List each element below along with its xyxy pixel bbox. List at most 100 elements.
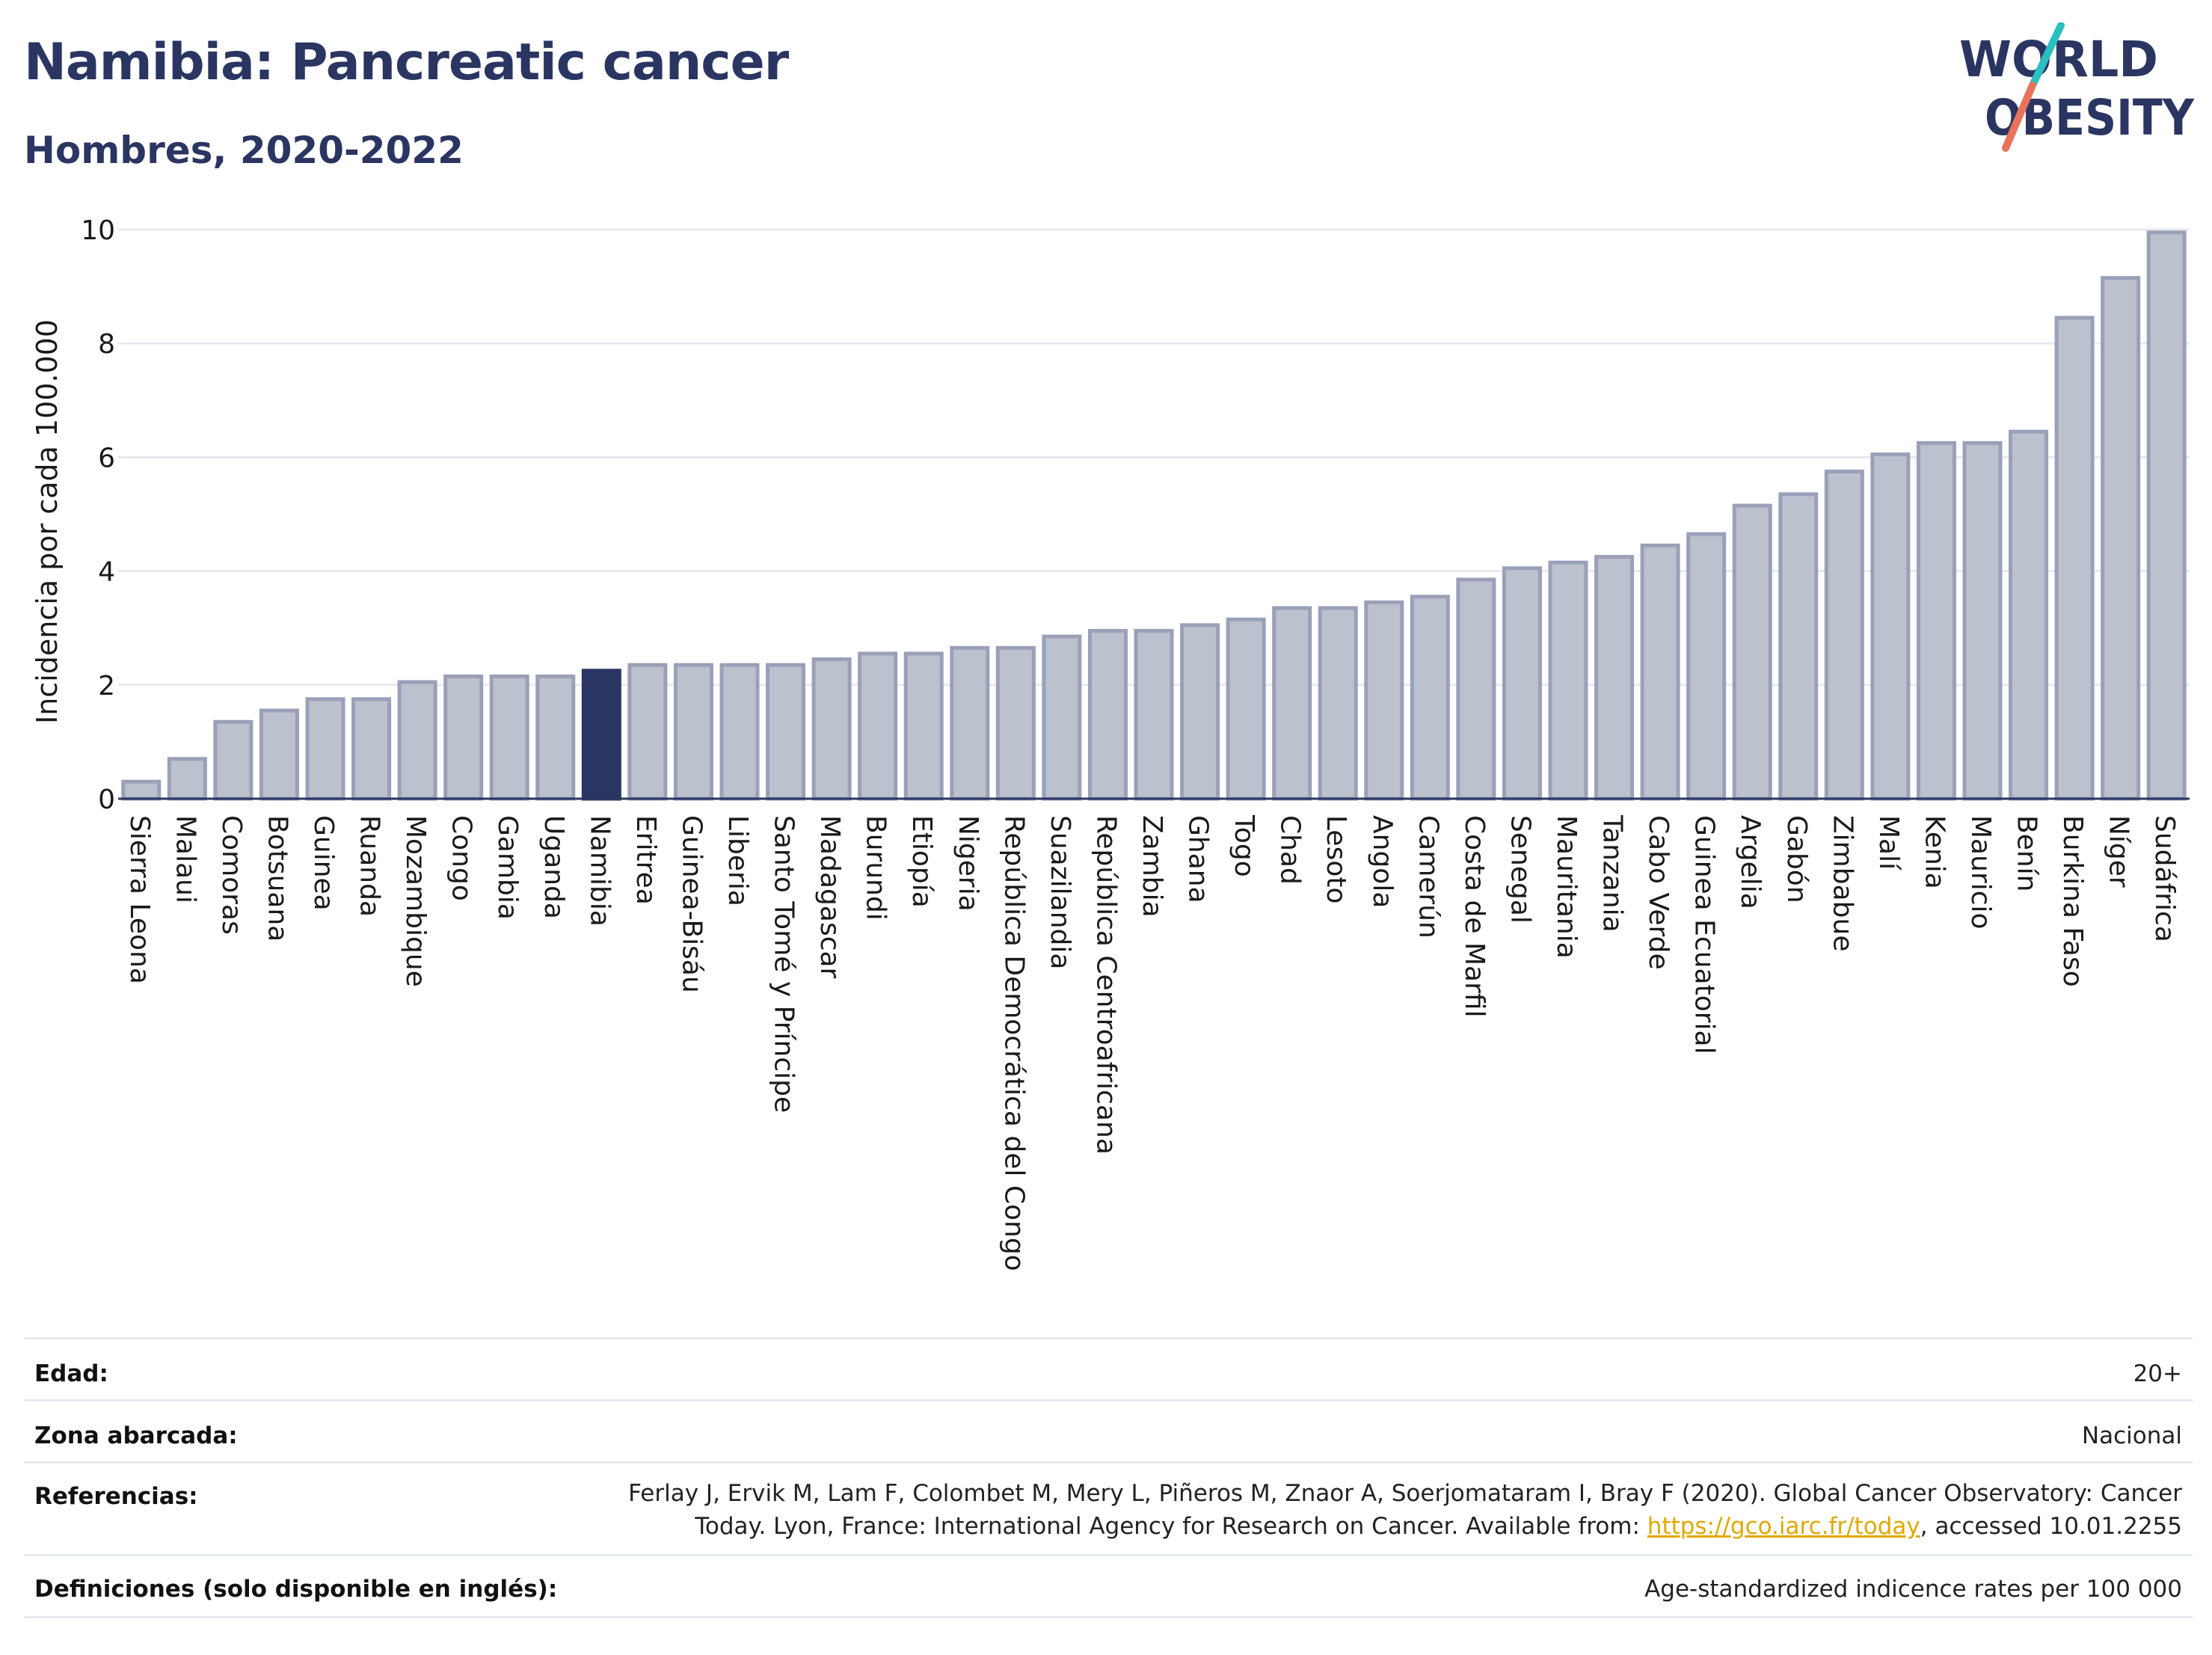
x-tick-label: Burundi <box>861 815 891 921</box>
x-tick-label: Etiopía <box>906 815 937 908</box>
x-tick-label: Sierra Leona <box>124 815 155 984</box>
y-tick-labels: 0 2 4 6 8 10 <box>81 215 115 815</box>
bar-n-ger <box>2101 276 2141 801</box>
x-tick-label: Nigeria <box>953 815 983 912</box>
bar-sud-frica <box>2146 230 2187 801</box>
bar-liberia <box>719 663 760 801</box>
bar-chad <box>1272 606 1312 801</box>
bar-mozambique <box>397 680 437 801</box>
x-tick-label: Guinea <box>308 815 339 911</box>
x-tick-label: Guinea Ecuatorial <box>1689 815 1720 1054</box>
bar-ruanda <box>351 697 392 801</box>
x-tick-labels: Sierra Leona Malaui Comoras Botsuana Guinea R… <box>124 814 2180 1271</box>
x-tick-label: Argelia <box>1735 815 1766 909</box>
bar-eritrea <box>627 663 668 801</box>
x-tick-label: Malaui <box>170 815 200 903</box>
x-tick-label: Eritrea <box>630 815 661 905</box>
bar-mauritania <box>1548 560 1588 801</box>
x-tick-label: Uganda <box>538 815 569 919</box>
bar-zambia <box>1134 629 1174 801</box>
bars <box>121 230 2187 801</box>
bar-uganda <box>535 674 576 801</box>
x-tick-label: Senegal <box>1505 815 1535 924</box>
x-tick-label: Namibia <box>584 815 615 927</box>
x-tick-label: Camerún <box>1413 815 1443 939</box>
x-tick-label: Mauricio <box>1965 815 1996 930</box>
bar-ghana <box>1180 623 1220 801</box>
bar-cabo-verde <box>1640 543 1680 801</box>
info-row-definitions: Definiciones (solo disponible en inglés)… <box>24 1554 2193 1618</box>
x-tick-label: Gabón <box>1781 815 1812 903</box>
age-value: 20+ <box>2133 1360 2182 1387</box>
x-tick-label: Ruanda <box>354 815 385 917</box>
references-line-1: Ferlay J, Ervik M, Lam F, Colombet M, Me… <box>628 1480 2182 1507</box>
references-link[interactable]: https://gco.iarc.fr/today <box>1647 1513 1920 1540</box>
area-value: Nacional <box>2081 1422 2182 1449</box>
x-tick-label: Benín <box>2012 815 2042 891</box>
x-tick-label: Comoras <box>216 815 247 935</box>
bar-togo <box>1226 617 1266 801</box>
y-tick-label: 6 <box>98 443 115 473</box>
x-tick-label: Tanzania <box>1597 814 1628 933</box>
x-tick-label: Malí <box>1873 815 1904 871</box>
info-row-area: Zona abarcada: Nacional <box>24 1399 2193 1464</box>
info-row-age: Edad: 20+ <box>24 1337 2193 1401</box>
bar-rep-blica-democr-tica-del-congo <box>995 645 1036 801</box>
x-tick-label: Lesoto <box>1321 815 1351 904</box>
bar-ben-n <box>2009 429 2049 801</box>
age-label: Edad: <box>34 1360 108 1387</box>
x-tick-label: Zambia <box>1137 815 1167 918</box>
definitions-label: Definiciones (solo disponible en inglés)… <box>34 1576 558 1603</box>
bar-gab-n <box>1778 492 1819 801</box>
bar-angola <box>1364 600 1404 801</box>
y-tick-label: 8 <box>98 329 115 360</box>
definitions-value: Age-standardized indicence rates per 100… <box>1644 1576 2182 1603</box>
area-label: Zona abarcada: <box>34 1422 238 1449</box>
x-tick-label: Mozambique <box>400 815 431 987</box>
bar-rep-blica-centroafricana <box>1087 629 1128 801</box>
info-bottom-border <box>24 1616 2193 1618</box>
bar-guinea <box>305 697 345 801</box>
bar-etiop-a <box>903 651 944 801</box>
bar-namibia <box>581 669 621 801</box>
bar-argelia <box>1732 503 1772 801</box>
x-tick-label: Ghana <box>1183 815 1214 903</box>
y-tick-label: 2 <box>98 671 115 701</box>
logo-slash-coral <box>2002 82 2036 152</box>
bar-mal- <box>1870 452 1911 801</box>
x-tick-label: Liberia <box>722 815 753 906</box>
references-line-2-text: Today. Lyon, France: International Agenc… <box>695 1513 1647 1540</box>
bar-santo-tom-y-pr-ncipe <box>766 663 806 801</box>
x-tick-label: Costa de Marfil <box>1459 815 1490 1018</box>
x-tick-label: Togo <box>1229 814 1259 877</box>
bar-gambia <box>489 674 529 801</box>
bar-guinea-bis-u <box>673 663 713 801</box>
x-tick-label: Guinea-Bisáu <box>676 815 707 993</box>
page-subtitle: Hombres, 2020-2022 <box>24 129 464 172</box>
bar-mauricio <box>1962 440 2003 801</box>
x-tick-label: Gambia <box>492 815 523 920</box>
bar-senegal <box>1502 566 1542 801</box>
y-tick-label: 4 <box>98 557 115 588</box>
x-tick-label: República Democrática del Congo <box>998 815 1029 1271</box>
x-tick-label: Níger <box>2104 815 2134 888</box>
x-tick-label: Santo Tomé y Príncipe <box>769 815 799 1113</box>
x-tick-label: Angola <box>1367 815 1398 908</box>
logo-line-world: WORLD <box>1959 31 2158 88</box>
bar-tanzania <box>1594 555 1635 801</box>
bar-sierra-leona <box>121 779 162 801</box>
x-tick-label: Mauritania <box>1551 815 1582 959</box>
bar-madagascar <box>811 657 852 801</box>
world-obesity-logo: WORLD OBESITY <box>1959 22 2195 152</box>
bar-burkina-faso <box>2054 316 2095 801</box>
bar-camer-n <box>1410 595 1450 801</box>
x-tick-label: Sudáfrica <box>2149 815 2180 942</box>
references-line-2-end: , accessed 10.01.2255 <box>1920 1513 2182 1540</box>
x-tick-label: Botsuana <box>262 815 292 942</box>
bar-suazilandia <box>1042 634 1082 801</box>
bar-kenia <box>1916 440 1956 801</box>
x-tick-label: Burkina Faso <box>2057 815 2088 987</box>
x-tick-label: Suazilandia <box>1045 815 1075 969</box>
x-tick-label: Madagascar <box>814 815 845 979</box>
bar-botsuana <box>259 708 299 801</box>
